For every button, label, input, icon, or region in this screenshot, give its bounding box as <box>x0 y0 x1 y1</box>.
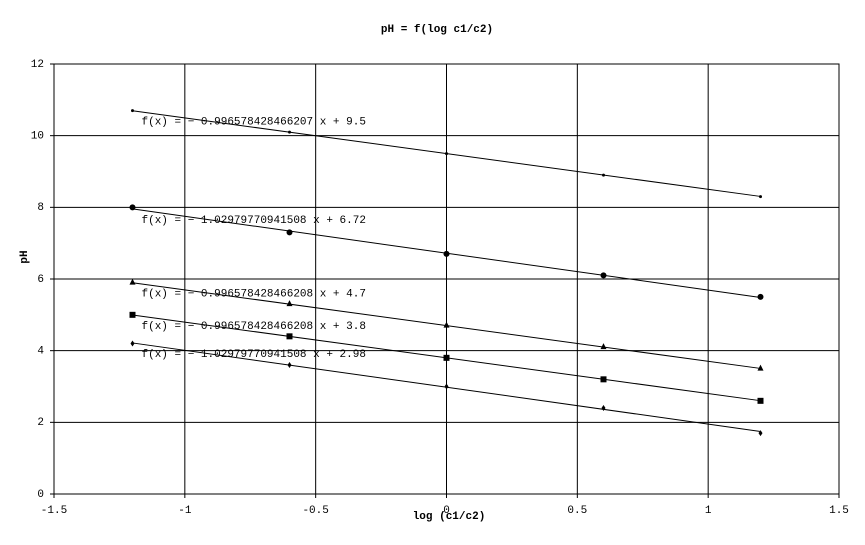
point <box>443 354 450 361</box>
point <box>444 383 449 390</box>
trendline-label: f(x) = − 1.02979770941508 x + 6.72 <box>142 215 366 227</box>
x-tick-label: 0 <box>443 505 450 517</box>
x-tick-label: 1 <box>705 505 712 517</box>
point <box>757 397 764 404</box>
y-tick-label: 8 <box>37 202 44 214</box>
point <box>600 272 607 279</box>
y-tick-label: 6 <box>37 274 44 286</box>
point <box>600 343 607 350</box>
trendline-label: f(x) = − 0.996578428466208 x + 4.7 <box>142 289 366 301</box>
point <box>288 130 291 134</box>
point <box>445 152 448 156</box>
y-tick-label: 4 <box>37 346 44 358</box>
y-axis-label: pH <box>19 250 31 263</box>
y-tick-label: 2 <box>37 417 44 429</box>
x-tick-label: -0.5 <box>302 505 328 517</box>
point <box>130 340 135 347</box>
point <box>287 362 292 368</box>
point <box>758 430 763 437</box>
x-tick-label: 1.5 <box>829 505 849 517</box>
point <box>286 229 293 236</box>
point <box>286 300 293 307</box>
x-tick-label: 0.5 <box>567 505 587 517</box>
y-tick-label: 0 <box>37 489 44 501</box>
y-tick-label: 10 <box>31 131 44 143</box>
point <box>286 333 293 340</box>
point <box>602 173 605 177</box>
point <box>601 405 606 411</box>
point <box>600 376 607 383</box>
point <box>129 311 136 318</box>
point <box>129 278 136 285</box>
x-axis-label: log (c1/c2) <box>413 511 486 523</box>
trendline-label: f(x) = − 1.02979770941508 x + 2.98 <box>142 349 366 361</box>
point <box>757 293 764 300</box>
point <box>759 195 762 199</box>
trendline-label: f(x) = − 0.996578428466208 x + 3.8 <box>142 321 366 333</box>
chart-title: pH = f(log c1/c2) <box>381 24 493 36</box>
point <box>443 250 450 257</box>
trendline-label: f(x) = − 0.996578428466207 x + 9.5 <box>142 117 366 129</box>
point <box>443 321 450 328</box>
point <box>131 109 134 113</box>
point <box>757 364 764 371</box>
x-tick-label: -1.5 <box>41 505 67 517</box>
y-tick-label: 12 <box>31 59 44 71</box>
x-tick-label: -1 <box>178 505 192 517</box>
point <box>129 204 136 211</box>
